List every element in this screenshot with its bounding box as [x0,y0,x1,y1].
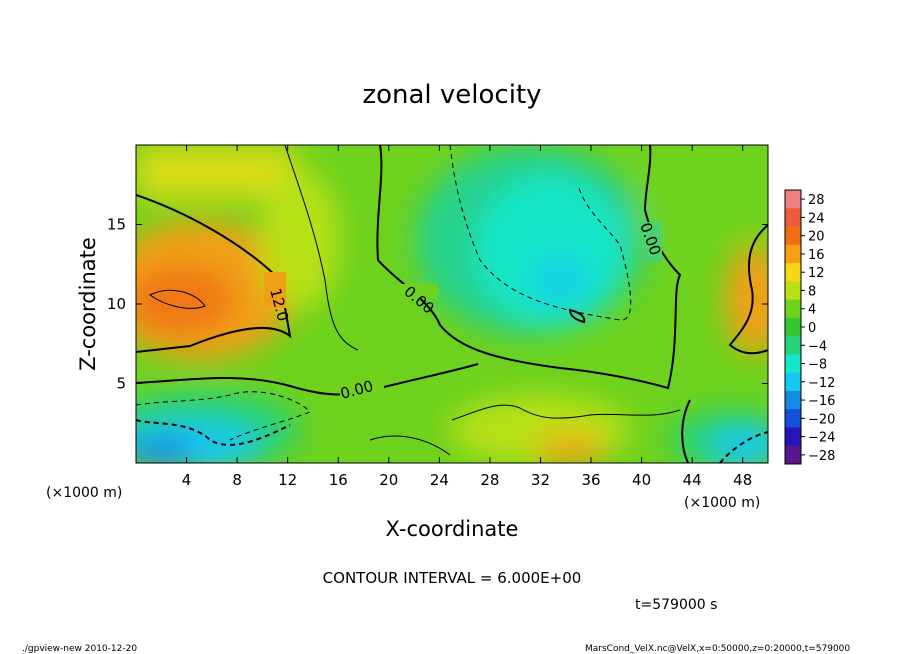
x-tick-label: 16 [329,471,348,489]
x-tick-label: 4 [182,471,192,489]
colorbar-segment [785,336,801,355]
footer-left: ./gpview-new 2010-12-20 [22,644,137,654]
colorbar: 28 24 20 16 12 8 4 0 −4 −8 −12 −16 −20 −24 −28 [784,189,835,465]
colorbar-segment [785,445,801,465]
contour-line [136,391,311,441]
colorbar-segment [785,208,801,228]
contour-line [728,224,768,355]
field-region [530,255,590,305]
colorbar-label: 8 [808,284,816,299]
contour-line [136,363,479,396]
y-tick-label: 10 [107,295,126,313]
colorbar-label: 24 [808,211,825,226]
x-unit-label-left: (×1000 m) [46,485,122,501]
field-region [535,436,605,463]
contour-interval-text: CONTOUR INTERVAL = 6.000E+00 [323,569,582,587]
colorbar-label: −20 [808,412,835,427]
colorbar-label: 16 [808,248,825,263]
contour-line [284,145,359,351]
field-region [725,245,768,355]
contour-line [369,435,451,456]
field-region [710,428,768,463]
x-tick-label: 32 [531,471,550,489]
colorbar-label: 0 [808,321,816,336]
colorbar-segment [785,372,801,392]
colorbar-label: 20 [808,230,825,245]
time-text: t=579000 s [635,597,717,613]
chart-title: zonal velocity [362,80,541,110]
colorbar-label: −12 [808,376,835,391]
colorbar-segment [785,409,801,428]
x-tick-label: 24 [430,471,449,489]
colorbar-segment [785,427,801,447]
x-unit-label-right: (×1000 m) [684,495,760,511]
field-region [340,395,440,445]
x-tick-label: 36 [581,471,600,489]
colorbar-segment [785,299,801,319]
x-axis-label: X-coordinate [386,517,519,541]
footer-right: MarsCond_VelX.nc@VelX,x=0:50000,z=0:2000… [585,644,850,654]
x-tick-label: 28 [480,471,499,489]
x-tick-label: 44 [683,471,702,489]
colorbar-segment [785,263,801,282]
contour-line [681,399,691,463]
x-tick-label: 12 [278,471,297,489]
contour-line [149,289,206,309]
colorbar-label: 12 [808,266,825,281]
field-region [136,145,296,200]
colorbar-segment [785,226,801,246]
y-axis-ticks: 5 10 15 [107,216,768,393]
colorbar-label: 4 [808,303,816,318]
colorbar-segment [785,190,801,209]
contour-line [136,419,291,446]
x-tick-label: 40 [632,471,651,489]
x-tick-label: 48 [733,471,752,489]
contour-line [449,145,632,321]
field-region [640,145,768,235]
colorbar-segment [785,281,801,301]
colorbar-label: −16 [808,394,835,409]
colorbar-label: −8 [808,358,827,373]
heatmap-field [136,145,768,463]
contour-line [451,404,681,421]
x-axis-ticks: 4 8 12 16 20 24 28 32 36 40 44 48 [182,145,752,489]
contour-line [719,431,768,463]
field-region [136,265,235,335]
field-region [136,437,195,463]
contour-line [568,308,586,324]
colorbar-segment [785,317,801,337]
colorbar-segment [785,244,801,264]
colorbar-segment [785,354,801,374]
colorbar-label: 28 [808,193,825,208]
y-axis-label: Z-coordinate [76,237,100,371]
y-tick-label: 15 [107,216,126,234]
colorbar-label: −4 [808,339,827,354]
x-tick-label: 8 [232,471,242,489]
colorbar-label: −24 [808,431,835,446]
colorbar-label: −28 [808,449,835,464]
y-tick-label: 5 [116,375,126,393]
colorbar-segment [785,390,801,410]
x-tick-label: 20 [379,471,398,489]
